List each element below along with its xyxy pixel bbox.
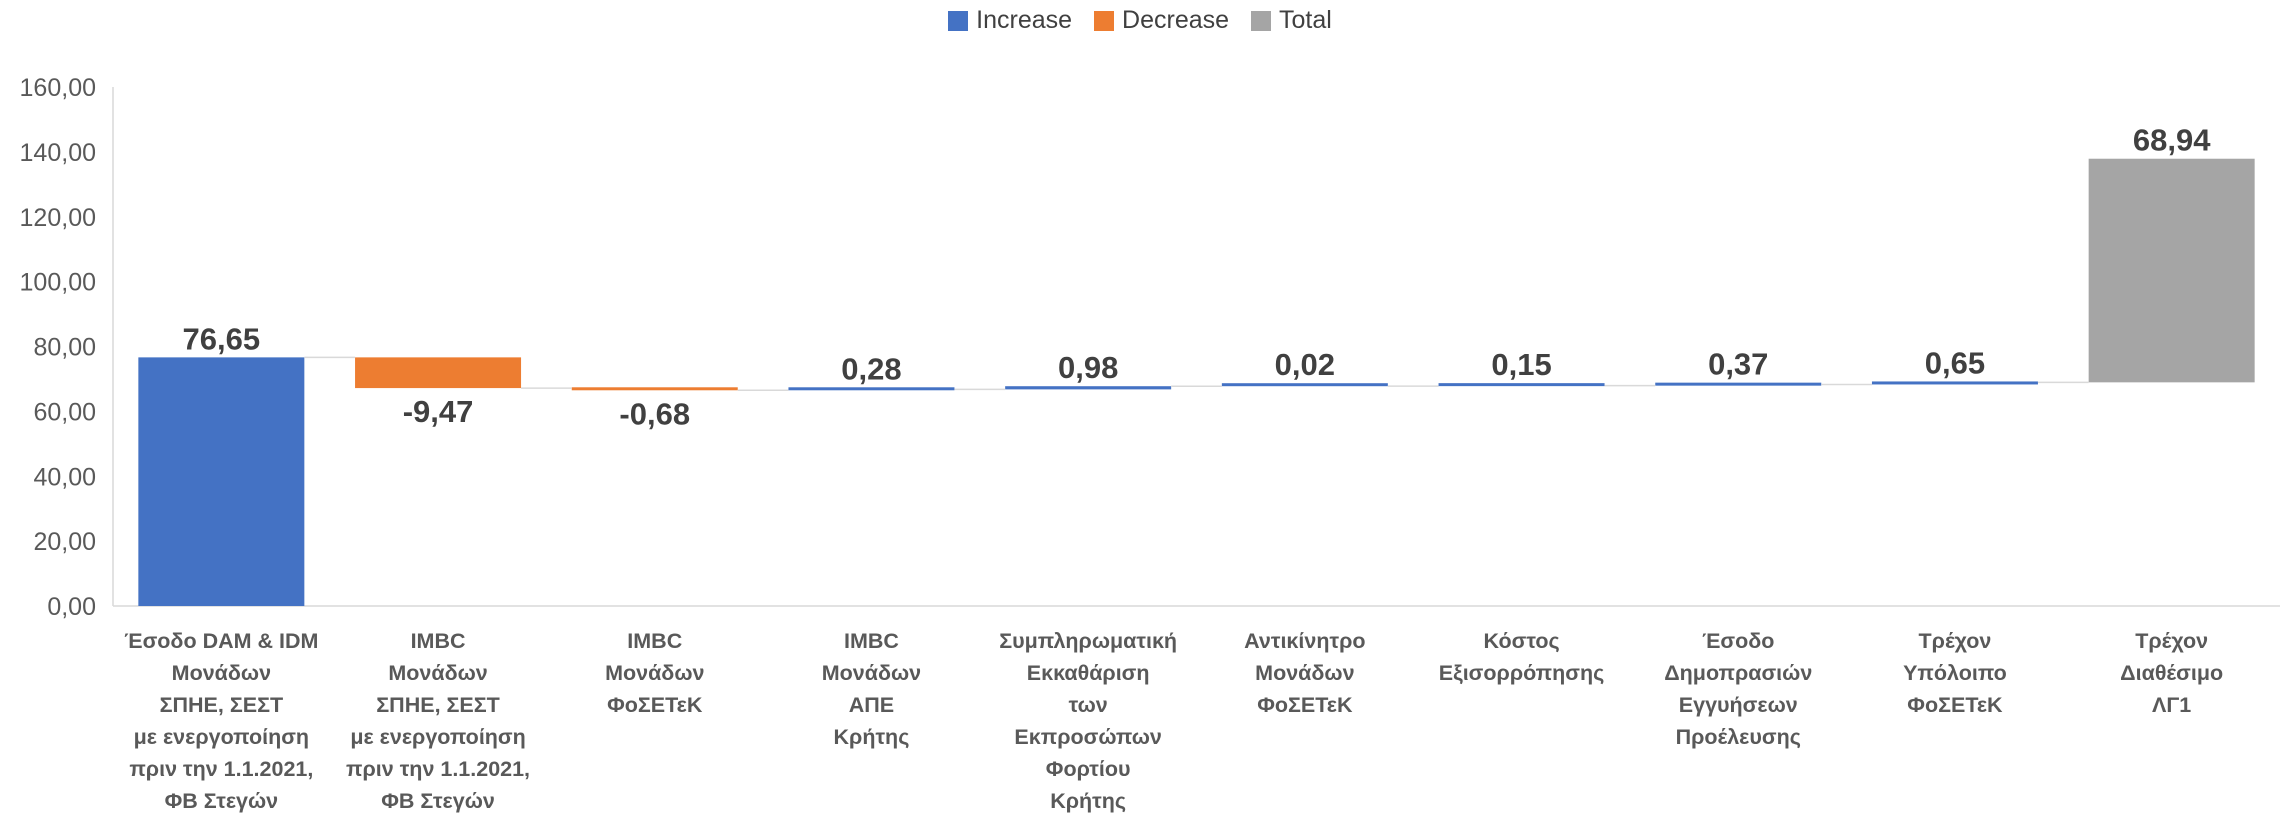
x-category-label: IMBC xyxy=(627,629,682,653)
y-tick-label: 60,00 xyxy=(33,398,96,426)
x-category-label: πριν την 1.1.2021, xyxy=(346,757,530,781)
y-tick-label: 120,00 xyxy=(20,204,96,232)
x-category-label: με ενεργοποίηση xyxy=(134,725,309,749)
x-category-label: Μονάδων xyxy=(1255,661,1354,685)
bar-increase xyxy=(788,387,955,391)
x-category-label: Μονάδων xyxy=(822,661,921,685)
y-tick-label: 80,00 xyxy=(33,334,96,362)
bar-decrease xyxy=(355,357,522,389)
x-category-label: ΦΒ Στεγών xyxy=(381,789,495,813)
x-category-label: IMBC xyxy=(844,629,899,653)
x-category-label: Έσοδο DAM & IDM xyxy=(124,629,318,653)
x-category-label: Μονάδων xyxy=(172,661,271,685)
x-category-label: Δημοπρασιών xyxy=(1664,661,1812,685)
x-category-label: με ενεργοποίηση xyxy=(350,725,525,749)
legend-swatch xyxy=(1094,10,1115,31)
legend: Increase Decrease Total xyxy=(0,6,2280,35)
y-tick-label: 40,00 xyxy=(33,463,96,491)
x-category-label: IMBC xyxy=(411,629,466,653)
x-category-label: Κόστος xyxy=(1483,629,1559,653)
legend-label: Increase xyxy=(976,6,1073,34)
legend-swatch xyxy=(1251,10,1272,31)
x-category-label: ΦοΣΕΤεΚ xyxy=(607,693,703,717)
bar-increase xyxy=(138,357,305,606)
x-category-label: Κρήτης xyxy=(834,725,910,749)
legend-item-decrease: Decrease xyxy=(1094,6,1229,35)
x-category-label: Έσοδο xyxy=(1702,629,1774,653)
x-category-label: Συμπληρωματική xyxy=(999,629,1177,653)
bar-increase xyxy=(1438,383,1605,387)
x-category-label: Κρήτης xyxy=(1050,789,1126,813)
x-category-label: ΦοΣΕΤεΚ xyxy=(1907,693,2003,717)
legend-label: Total xyxy=(1279,6,1332,34)
data-label: 0,28 xyxy=(841,351,901,386)
data-label: 0,02 xyxy=(1275,347,1335,382)
bar-total xyxy=(2088,158,2255,383)
bar-decrease xyxy=(571,387,738,391)
x-category-label: Εγγυήσεων xyxy=(1679,693,1798,717)
x-category-label: Προέλευσης xyxy=(1676,725,1801,749)
data-label: 76,65 xyxy=(183,321,261,356)
x-category-label: ΦΒ Στεγών xyxy=(165,789,279,813)
legend-item-increase: Increase xyxy=(948,6,1072,35)
data-label: -9,47 xyxy=(403,394,474,429)
x-category-label: Εξισορρόπησης xyxy=(1439,661,1604,685)
data-label: 0,15 xyxy=(1491,347,1551,382)
x-category-label: ΦοΣΕΤεΚ xyxy=(1257,693,1353,717)
x-category-label: ΑΠΕ xyxy=(849,693,894,717)
x-category-label: Υπόλοιπο xyxy=(1903,661,2007,685)
bar-increase xyxy=(1221,383,1388,387)
y-tick-label: 100,00 xyxy=(20,269,96,297)
data-label: 0,65 xyxy=(1925,345,1985,380)
x-category-label: ΛΓ1 xyxy=(2152,693,2191,717)
y-tick-label: 0,00 xyxy=(47,593,96,621)
y-tick-label: 20,00 xyxy=(33,528,96,556)
bar-increase xyxy=(1005,386,1172,390)
x-category-label: Τρέχον xyxy=(1919,629,1992,653)
data-label: -0,68 xyxy=(619,396,690,431)
legend-swatch xyxy=(948,10,969,31)
x-category-label: πριν την 1.1.2021, xyxy=(129,757,313,781)
x-category-label: ΣΠΗΕ, ΣΕΣΤ xyxy=(376,693,500,717)
x-category-label: Μονάδων xyxy=(388,661,487,685)
legend-label: Decrease xyxy=(1122,6,1230,34)
x-category-label: Τρέχον xyxy=(2135,629,2208,653)
x-category-label: Μονάδων xyxy=(605,661,704,685)
data-label: 0,98 xyxy=(1058,350,1118,385)
x-category-label: Αντικίνητρο xyxy=(1244,629,1365,653)
legend-item-total: Total xyxy=(1251,6,1332,35)
y-tick-label: 140,00 xyxy=(20,139,96,167)
x-category-label: Διαθέσιμο xyxy=(2120,661,2223,685)
y-tick-label: 160,00 xyxy=(20,74,96,102)
data-label: 68,94 xyxy=(2133,123,2211,158)
x-category-label: Εκπροσώπων xyxy=(1014,725,1161,749)
bar-increase xyxy=(1871,381,2038,385)
bar-increase xyxy=(1655,382,1822,386)
x-category-label: ΣΠΗΕ, ΣΕΣΤ xyxy=(160,693,284,717)
x-category-label: Φορτίου xyxy=(1046,757,1131,781)
data-label: 0,37 xyxy=(1708,347,1768,382)
x-category-label: Εκκαθάριση xyxy=(1027,661,1150,685)
x-category-label: των xyxy=(1069,693,1108,717)
